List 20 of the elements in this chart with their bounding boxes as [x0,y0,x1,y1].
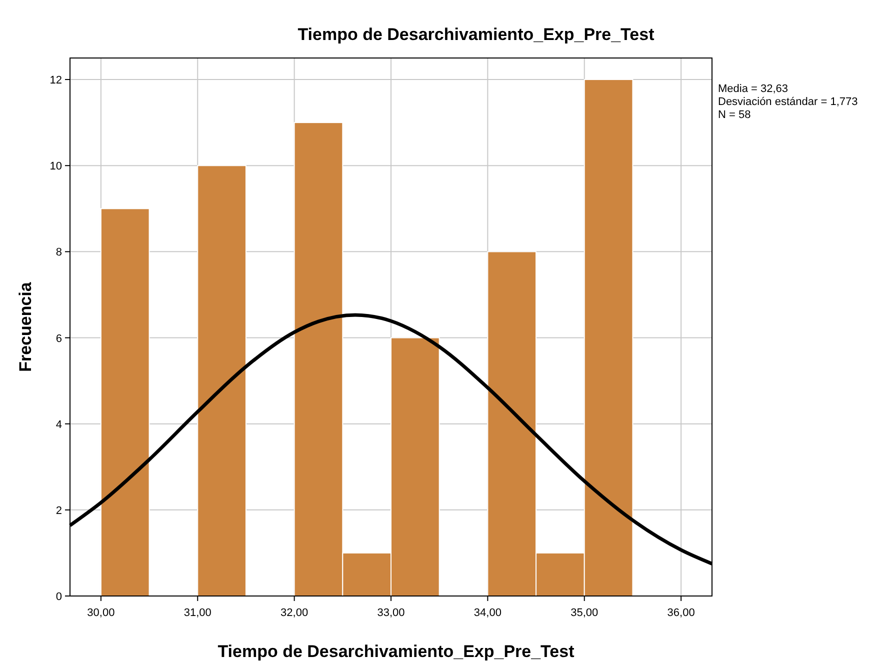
x-tick-label: 35,00 [570,607,598,619]
y-tick-label: 8 [56,246,62,259]
y-tick-label: 4 [56,418,62,431]
chart-title: Tiempo de Desarchivamiento_Exp_Pre_Test [298,25,655,44]
text: Media = 32,63 [718,83,788,95]
x-tick-label: 32,00 [280,607,308,619]
x-tick-label: 31,00 [184,607,212,619]
x-tick-label: 30,00 [87,607,115,619]
y-tick-label: 0 [56,591,62,603]
text: N = 58 [718,109,751,121]
x-tick-label: 34,00 [474,607,502,619]
x-tick-label: 33,00 [377,607,405,619]
text: Desviación estándar = 1,773 [718,96,858,108]
y-tick-label: 12 [50,74,62,87]
x-tick-label: 36,00 [667,607,695,619]
y-tick-label: 2 [56,504,62,517]
x-axis-title: Tiempo de Desarchivamiento_Exp_Pre_Test [218,642,575,661]
y-axis-title: Frecuencia [16,282,35,372]
y-tick-label: 6 [56,332,62,345]
y-tick-label: 10 [50,160,62,173]
